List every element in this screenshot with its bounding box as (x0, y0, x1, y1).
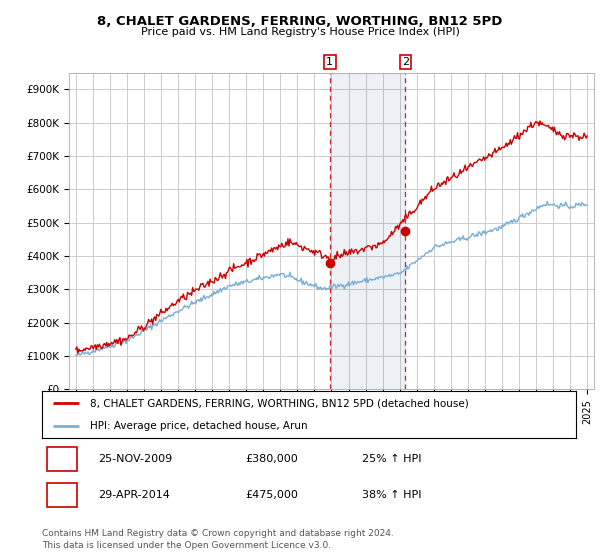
Text: 25-NOV-2009: 25-NOV-2009 (98, 454, 172, 464)
Text: 1: 1 (326, 57, 333, 67)
Text: HPI: Average price, detached house, Arun: HPI: Average price, detached house, Arun (90, 421, 308, 431)
FancyBboxPatch shape (47, 483, 77, 507)
Text: Price paid vs. HM Land Registry's House Price Index (HPI): Price paid vs. HM Land Registry's House … (140, 27, 460, 38)
Text: 8, CHALET GARDENS, FERRING, WORTHING, BN12 5PD (detached house): 8, CHALET GARDENS, FERRING, WORTHING, BN… (90, 398, 469, 408)
Bar (330, 73, 406, 389)
Text: 29-APR-2014: 29-APR-2014 (98, 489, 170, 500)
Text: 2: 2 (402, 57, 409, 67)
Text: 38% ↑ HPI: 38% ↑ HPI (362, 489, 422, 500)
FancyBboxPatch shape (47, 447, 77, 471)
Text: 8, CHALET GARDENS, FERRING, WORTHING, BN12 5PD: 8, CHALET GARDENS, FERRING, WORTHING, BN… (97, 15, 503, 28)
Text: 2: 2 (58, 489, 65, 500)
Text: 1: 1 (59, 454, 65, 464)
Text: Contains HM Land Registry data © Crown copyright and database right 2024.
This d: Contains HM Land Registry data © Crown c… (42, 529, 394, 550)
Text: £380,000: £380,000 (245, 454, 298, 464)
Text: 25% ↑ HPI: 25% ↑ HPI (362, 454, 422, 464)
Text: £475,000: £475,000 (245, 489, 298, 500)
